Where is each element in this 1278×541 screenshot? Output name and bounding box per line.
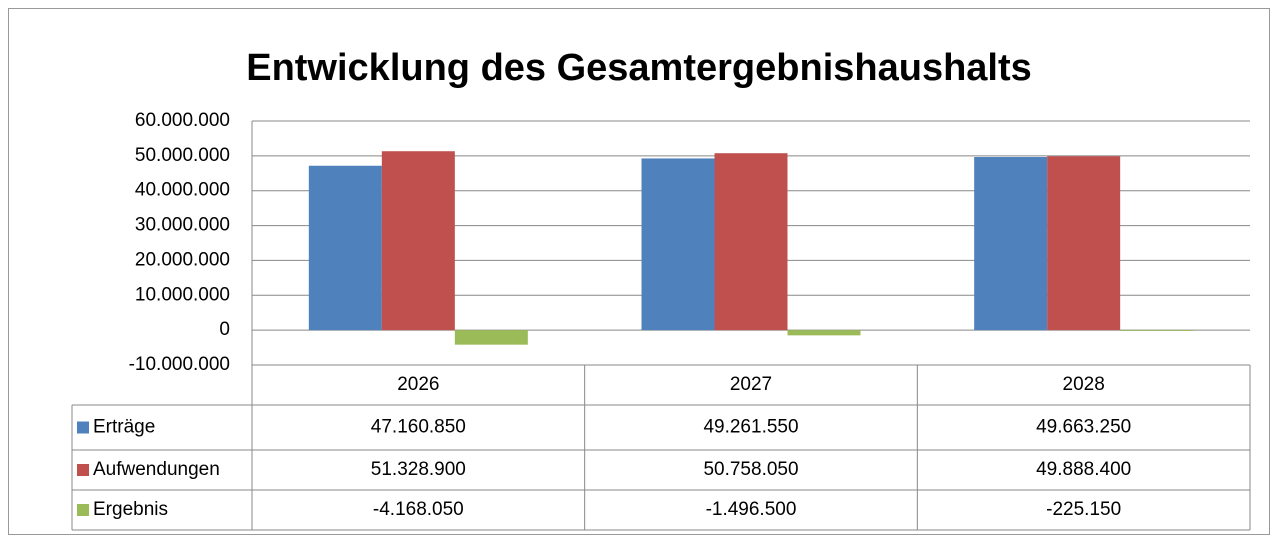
table-value: 51.328.900: [371, 459, 466, 480]
x-tick-label: 2028: [1063, 374, 1105, 395]
y-tick-label: 10.000.000: [135, 284, 230, 305]
bar: [1120, 330, 1194, 331]
legend-swatch: [77, 504, 89, 516]
y-tick-label: 50.000.000: [135, 145, 230, 166]
table-value: 47.160.850: [371, 417, 466, 438]
table-value: 49.261.550: [703, 417, 798, 438]
x-tick-label: 2027: [730, 374, 772, 395]
legend-label: Ergebnis: [93, 499, 168, 520]
y-tick-label: -10.000.000: [129, 354, 230, 375]
bar: [787, 330, 861, 336]
bar: [1047, 156, 1121, 331]
bar: [381, 151, 455, 331]
bar: [641, 158, 715, 331]
y-tick-label: 60.000.000: [135, 110, 230, 131]
bar: [974, 157, 1048, 331]
y-tick-label: 0: [219, 319, 230, 340]
legend-swatch: [77, 421, 89, 434]
chart-title: Entwicklung des Gesamtergebnishaushalts: [246, 47, 1032, 89]
table-value: -225.150: [1046, 499, 1121, 520]
y-tick-label: 30.000.000: [135, 215, 230, 236]
table-value: 49.888.400: [1036, 459, 1131, 480]
table-value: -4.168.050: [373, 499, 464, 520]
table-value: 50.758.050: [703, 459, 798, 480]
legend-swatch: [77, 464, 89, 476]
y-tick-label: 40.000.000: [135, 180, 230, 201]
legend-label: Aufwendungen: [93, 459, 220, 480]
bar: [714, 153, 788, 331]
table-value: -1.496.500: [706, 499, 797, 520]
y-tick-label: 20.000.000: [135, 249, 230, 270]
x-tick-label: 2026: [397, 374, 439, 395]
legend-label: Erträge: [93, 417, 155, 438]
table-value: 49.663.250: [1036, 417, 1131, 438]
bar: [454, 330, 528, 345]
bar: [308, 165, 382, 331]
